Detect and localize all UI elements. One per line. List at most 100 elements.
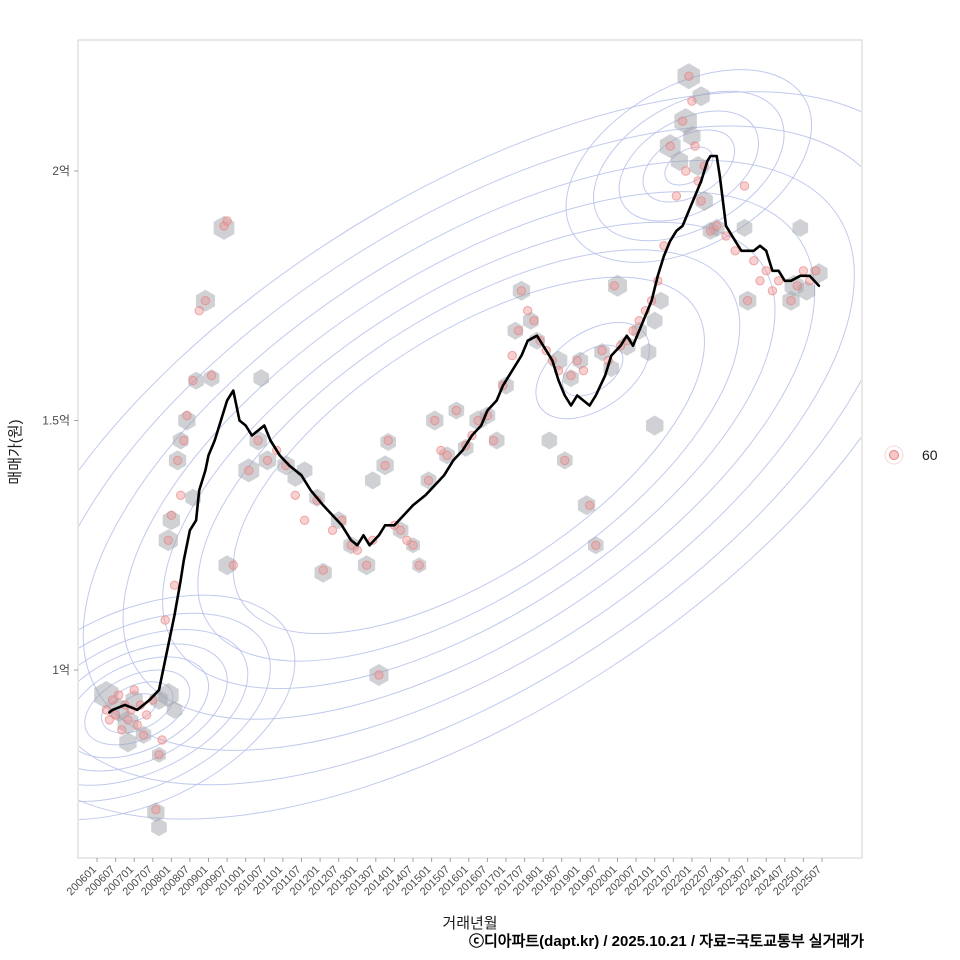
scatter-point [529,316,539,326]
scatter-point [395,525,406,535]
hexbin-cell [343,536,359,555]
hexbin-cell [157,683,179,707]
density-contour [79,612,271,803]
scatter-point [141,710,152,720]
hexbin-cell [677,63,700,90]
y-axis-title: 매매가(원) [7,419,24,484]
scatter-point [163,535,174,545]
scatter-point [327,525,338,535]
hexbin-cell [792,218,809,237]
scatter-point [705,226,716,236]
scatter-point [182,410,192,421]
scatter-point [671,191,682,201]
hexbin-cell [653,291,669,310]
hexbin-cell [119,732,137,753]
hexbin-cell [238,458,260,483]
scatter-point [696,196,706,206]
scatter-point [423,475,434,486]
scatter-point [374,670,384,680]
trend-line [108,154,821,714]
legend-point-halo [884,445,904,465]
scatter-point [160,615,170,625]
hexbin-cell [406,537,420,554]
hexbin-cell [376,455,394,476]
y-tick-label: 1.5억 [42,414,70,428]
scatter-point [107,695,118,705]
scatter-point [578,365,589,376]
hexbin-cell [797,280,816,301]
density-contour [565,69,813,263]
hexbin-cell [695,190,713,211]
hexbin-cell [670,151,689,171]
hexbin-cell [314,562,332,583]
scatter-point [172,455,183,466]
hexbin-cell [392,521,409,540]
scatter-point [572,355,582,366]
scatter-point [129,685,139,695]
density-contour [79,125,861,786]
density-contour [79,594,296,821]
scatter-point [188,375,198,386]
hexbin-cell [608,274,627,297]
hexbin-cell [541,431,558,450]
hexbin-cell [166,700,183,719]
hexbin-cell [420,471,437,490]
scatter-point [665,141,675,151]
hexbin-cell [736,218,753,237]
size-legend: 60 [884,445,938,465]
scatter-point [786,296,796,306]
scatter-point [811,266,821,276]
x-axis-ticks: 2006012006072007012007072008012008072009… [65,858,824,898]
scatter-point [488,435,499,446]
scatter-point [104,715,115,725]
hexbin-cell [213,215,235,240]
scatter-point [628,326,638,336]
scatter-point [380,460,390,471]
scatter-point [117,725,127,735]
scatter-point [566,370,576,381]
scatter-point [730,246,740,256]
scatter-point [166,510,177,520]
hexbin-cell [380,433,396,451]
scatter-point [318,565,328,575]
scatter-point [792,281,802,291]
scatter-point [179,435,189,446]
scatter-point [677,116,688,126]
hexbin-cell [588,536,604,555]
hexbin-cell [412,557,427,574]
scatter-point [361,560,372,570]
hexbin-cell [646,415,664,436]
legend-label: 60 [922,447,938,463]
scatter-point [228,560,239,570]
hexbin-cell [692,86,710,107]
scatter-point [516,286,527,296]
density-contour [197,249,741,662]
hexbin-cell [117,710,139,735]
chart-caption: ⓒ디아파트(dapt.kr) / 2025.10.21 / 자료=국토교통부 실… [469,932,864,950]
scatter-point [244,465,254,476]
hexbin-cell [277,455,295,476]
hexbin-cell [125,689,143,710]
scatter-point [684,71,694,81]
density-contour [79,629,249,786]
scatter-point [773,276,784,286]
scatter-point [755,276,765,286]
scatter-point [451,405,462,416]
scatter-point [690,141,700,151]
hexbin-cell [577,495,596,516]
hexbin-cell [448,401,465,420]
hexbin-cell [683,126,701,147]
scatter-point [299,515,310,525]
scatter-point [194,306,204,316]
scatter-point [761,266,771,276]
hexbin-cell [158,529,178,552]
x-axis-title: 거래년월 [442,915,497,932]
hexbin-cell [218,555,236,576]
scatter-point [442,450,452,461]
scatter-point [132,720,143,730]
density-contour [232,276,705,635]
legend-point-icon [889,450,899,460]
scatter-point [749,256,759,266]
scatter-point [681,166,691,176]
